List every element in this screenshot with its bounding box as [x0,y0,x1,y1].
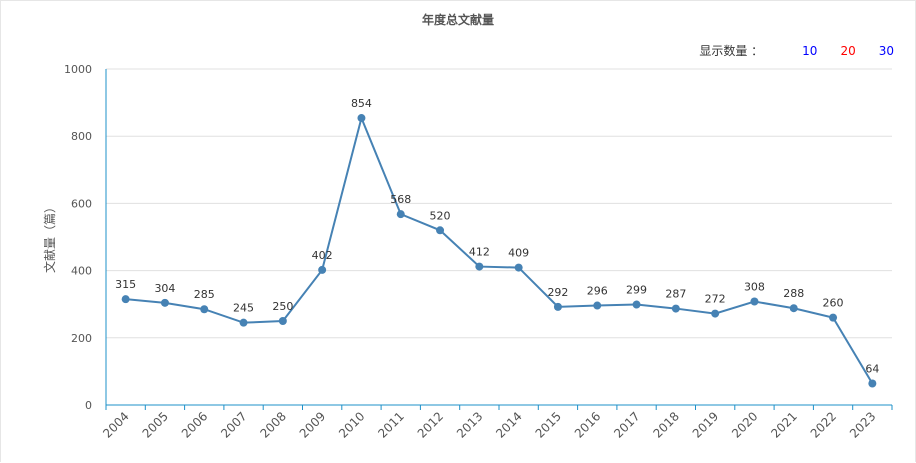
data-label: 520 [430,209,451,222]
x-tick-label: 2021 [768,409,799,440]
x-tick-label: 2012 [415,409,446,440]
data-point [593,301,602,310]
data-label: 288 [783,287,804,300]
data-label: 260 [823,297,844,310]
data-label: 304 [154,282,175,295]
data-label: 292 [547,286,568,299]
y-tick-label: 400 [71,265,92,278]
y-tick-label: 0 [85,399,92,412]
x-tick-label: 2006 [179,409,210,440]
series-line [125,114,874,385]
data-label: 402 [312,249,333,262]
x-tick-label: 2014 [493,409,524,440]
data-label: 308 [744,281,765,294]
x-tick-label: 2004 [100,409,131,440]
data-point [711,309,720,318]
data-label: 299 [626,284,647,297]
data-point [239,318,248,327]
data-label: 285 [194,288,215,301]
data-point [160,298,169,307]
data-point [121,295,130,304]
x-tick-label: 2016 [572,409,603,440]
y-tick-label: 600 [71,197,92,210]
data-point [671,304,680,313]
data-point [553,302,562,311]
y-axis-label: 文献量（篇） [42,201,57,273]
y-tick-label: 800 [71,130,92,143]
data-point [789,304,798,313]
data-point [436,226,445,235]
data-label: 296 [587,285,608,298]
display-count-option-30[interactable]: 30 [878,43,894,58]
display-count-option-10[interactable]: 10 [802,43,818,58]
data-point [514,263,523,272]
data-point [357,114,366,123]
x-tick-label: 2009 [297,409,328,440]
y-tick-label: 1000 [64,63,92,76]
data-label: 272 [705,293,726,306]
data-label: 250 [272,300,293,313]
x-tick-label: 2007 [218,409,249,440]
data-point [318,265,327,274]
x-tick-label: 2010 [336,409,367,440]
y-tick-label: 200 [71,332,92,345]
x-tick-label: 2020 [729,409,760,440]
display-count-selector: 显示数量 ： 10 20 30 [699,42,894,59]
x-tick-label: 2013 [454,409,485,440]
data-point [750,297,759,306]
data-label: 854 [351,97,372,110]
data-label: 64 [865,362,879,375]
x-tick-label: 2015 [533,409,564,440]
display-count-label: 显示数量 ： [699,44,764,58]
x-tick-label: 2005 [140,409,171,440]
x-tick-label: 2019 [690,409,721,440]
data-point [278,317,287,325]
x-tick-label: 2022 [808,409,839,440]
data-point [829,313,838,322]
x-tick-label: 2011 [375,409,406,440]
data-label: 315 [115,278,136,291]
data-point [200,305,209,314]
x-tick-label: 2018 [650,409,681,440]
chart-title: 年度总文献量 [421,13,494,27]
data-point [475,262,484,271]
data-label: 245 [233,302,254,315]
data-label: 568 [390,193,411,206]
display-count-option-20[interactable]: 20 [840,43,856,58]
x-tick-label: 2023 [847,409,878,440]
data-point [396,210,405,219]
x-tick-label: 2008 [257,409,288,440]
data-label: 409 [508,247,529,260]
data-point [632,300,641,309]
data-point [868,379,877,388]
data-label: 412 [469,246,490,259]
data-label: 287 [665,288,686,301]
x-tick-label: 2017 [611,409,642,440]
